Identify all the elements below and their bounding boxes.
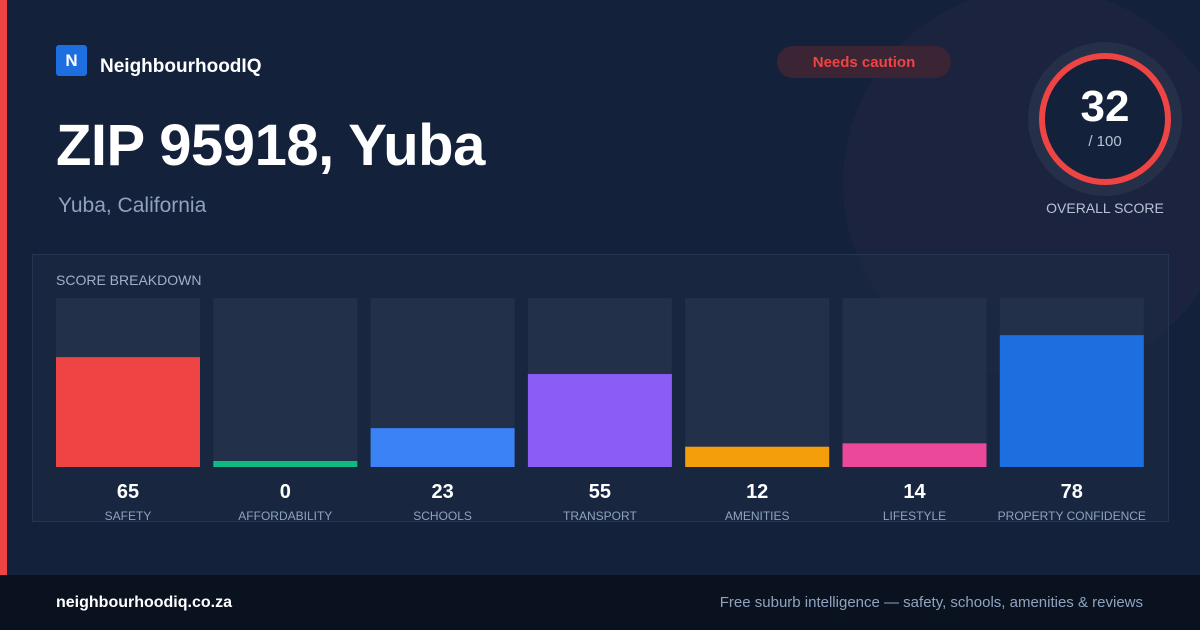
- footer-tagline: Free suburb intelligence — safety, schoo…: [719, 594, 1143, 611]
- gauge-inner: [1043, 57, 1167, 181]
- gauge-ring: [1039, 53, 1171, 185]
- bar: [370, 428, 515, 467]
- overall-score-max: / 100: [1088, 133, 1122, 150]
- bar-category-label: SCHOOLS: [413, 509, 472, 523]
- chart-title: SCORE BREAKDOWN: [56, 272, 202, 288]
- bar: [213, 461, 358, 467]
- bar: [56, 357, 200, 467]
- page-title: ZIP 95918, Yuba: [56, 113, 485, 178]
- overall-score-label: OVERALL SCORE: [1046, 200, 1164, 216]
- bar: [999, 335, 1144, 467]
- logo-icon: N: [56, 45, 87, 76]
- bar-value-label: 78: [1061, 481, 1083, 503]
- bar-category-label: LIFESTYLE: [883, 509, 946, 523]
- status-badge: Needs caution: [777, 46, 951, 78]
- bar-category-label: PROPERTY CONFIDENCE: [998, 509, 1146, 523]
- brand-name: NeighbourhoodIQ: [100, 56, 262, 77]
- bar-value-label: 14: [903, 481, 926, 503]
- score-breakdown-chart: 65 SAFETY 0 AFFORDABILITY 23 SCHOOLS 55 TRANSPO…: [56, 298, 1146, 523]
- bar-value-label: 55: [589, 481, 611, 503]
- overall-score-gauge: 32 / 100: [1028, 42, 1182, 196]
- bar: [527, 374, 672, 467]
- bar-category-label: AFFORDABILITY: [238, 509, 332, 523]
- bar-category-label: TRANSPORT: [563, 509, 637, 523]
- bar-value-label: 0: [280, 481, 291, 503]
- bar-track: [213, 298, 358, 467]
- page-subtitle: Yuba, California: [58, 194, 207, 217]
- bar-value-label: 65: [117, 481, 139, 503]
- footer: [0, 575, 1200, 630]
- bar-track: [842, 298, 987, 467]
- bar-category-label: SAFETY: [105, 509, 152, 523]
- accent-strip: [0, 0, 7, 575]
- footer-url[interactable]: neighbourhoodiq.co.za: [56, 594, 232, 611]
- bar-value-label: 12: [746, 481, 768, 503]
- bar: [685, 446, 830, 467]
- bar-value-label: 23: [431, 481, 453, 503]
- bar-track: [685, 298, 830, 467]
- bar: [842, 443, 987, 467]
- bar-category-label: AMENITIES: [725, 509, 790, 523]
- overall-score-value: 32: [1080, 82, 1130, 131]
